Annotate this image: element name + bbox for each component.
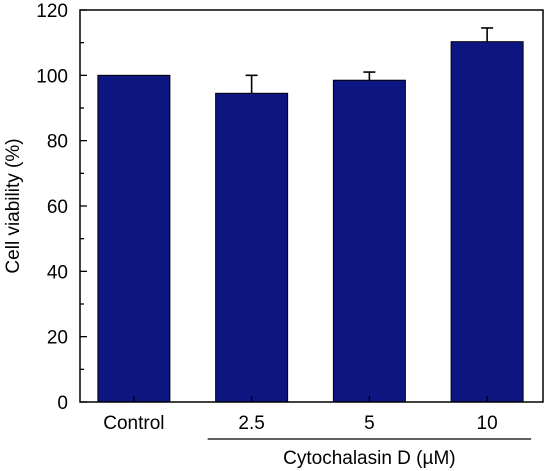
y-tick-label: 80	[47, 132, 68, 153]
bar-control	[97, 74, 171, 403]
x-tick-labels-group: Control 2.5 5 10	[103, 413, 497, 434]
x-tick-label: 10	[477, 413, 498, 434]
x-tick-label: 5	[364, 413, 375, 434]
y-tick-label: 0	[57, 393, 68, 414]
y-tick-label: 20	[47, 328, 68, 349]
x-tick-label: 2.5	[238, 413, 264, 434]
bar-10	[450, 41, 524, 403]
y-tick-label: 120	[36, 1, 68, 22]
y-tick-label: 40	[47, 262, 68, 283]
group-label: Cytochalasin D (µM)	[283, 448, 455, 469]
error-bars-group	[245, 27, 494, 94]
bar-2-5	[215, 92, 289, 403]
y-tick-label: 60	[47, 197, 68, 218]
y-ticks-group: 0 20 40 60 80 100 120	[36, 1, 488, 414]
bars-group	[97, 41, 524, 403]
bar-5	[332, 79, 406, 403]
y-tick-label: 100	[36, 66, 68, 87]
x-tick-label: Control	[103, 413, 164, 434]
y-axis-label: Cell viability (%)	[3, 138, 24, 273]
